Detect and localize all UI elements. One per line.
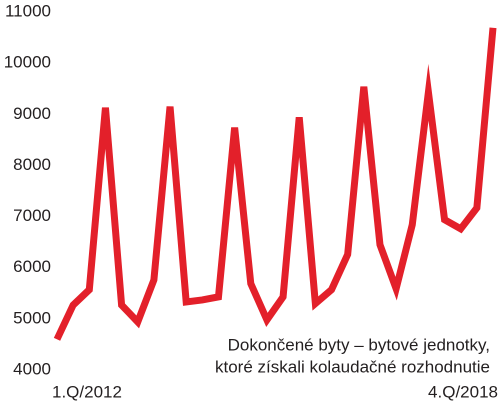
- x-tick-label: 4.Q/2018: [428, 382, 498, 401]
- x-tick-label: 1.Q/2012: [52, 382, 122, 401]
- y-tick-label: 10000: [4, 53, 51, 72]
- y-tick-label: 5000: [13, 308, 51, 327]
- annotation: Dokončené byty – bytové jednotky,: [228, 335, 490, 354]
- annotation: ktoré získali kolaudačné rozhodnutie: [215, 357, 490, 376]
- y-tick-label: 4000: [13, 359, 51, 378]
- y-tick-label: 8000: [13, 155, 51, 174]
- y-tick-label: 11000: [5, 1, 51, 20]
- data-line: [53, 27, 497, 341]
- y-tick-label: 9000: [13, 104, 51, 123]
- y-tick-label: 6000: [13, 257, 51, 276]
- y-tick-label: 7000: [13, 206, 51, 225]
